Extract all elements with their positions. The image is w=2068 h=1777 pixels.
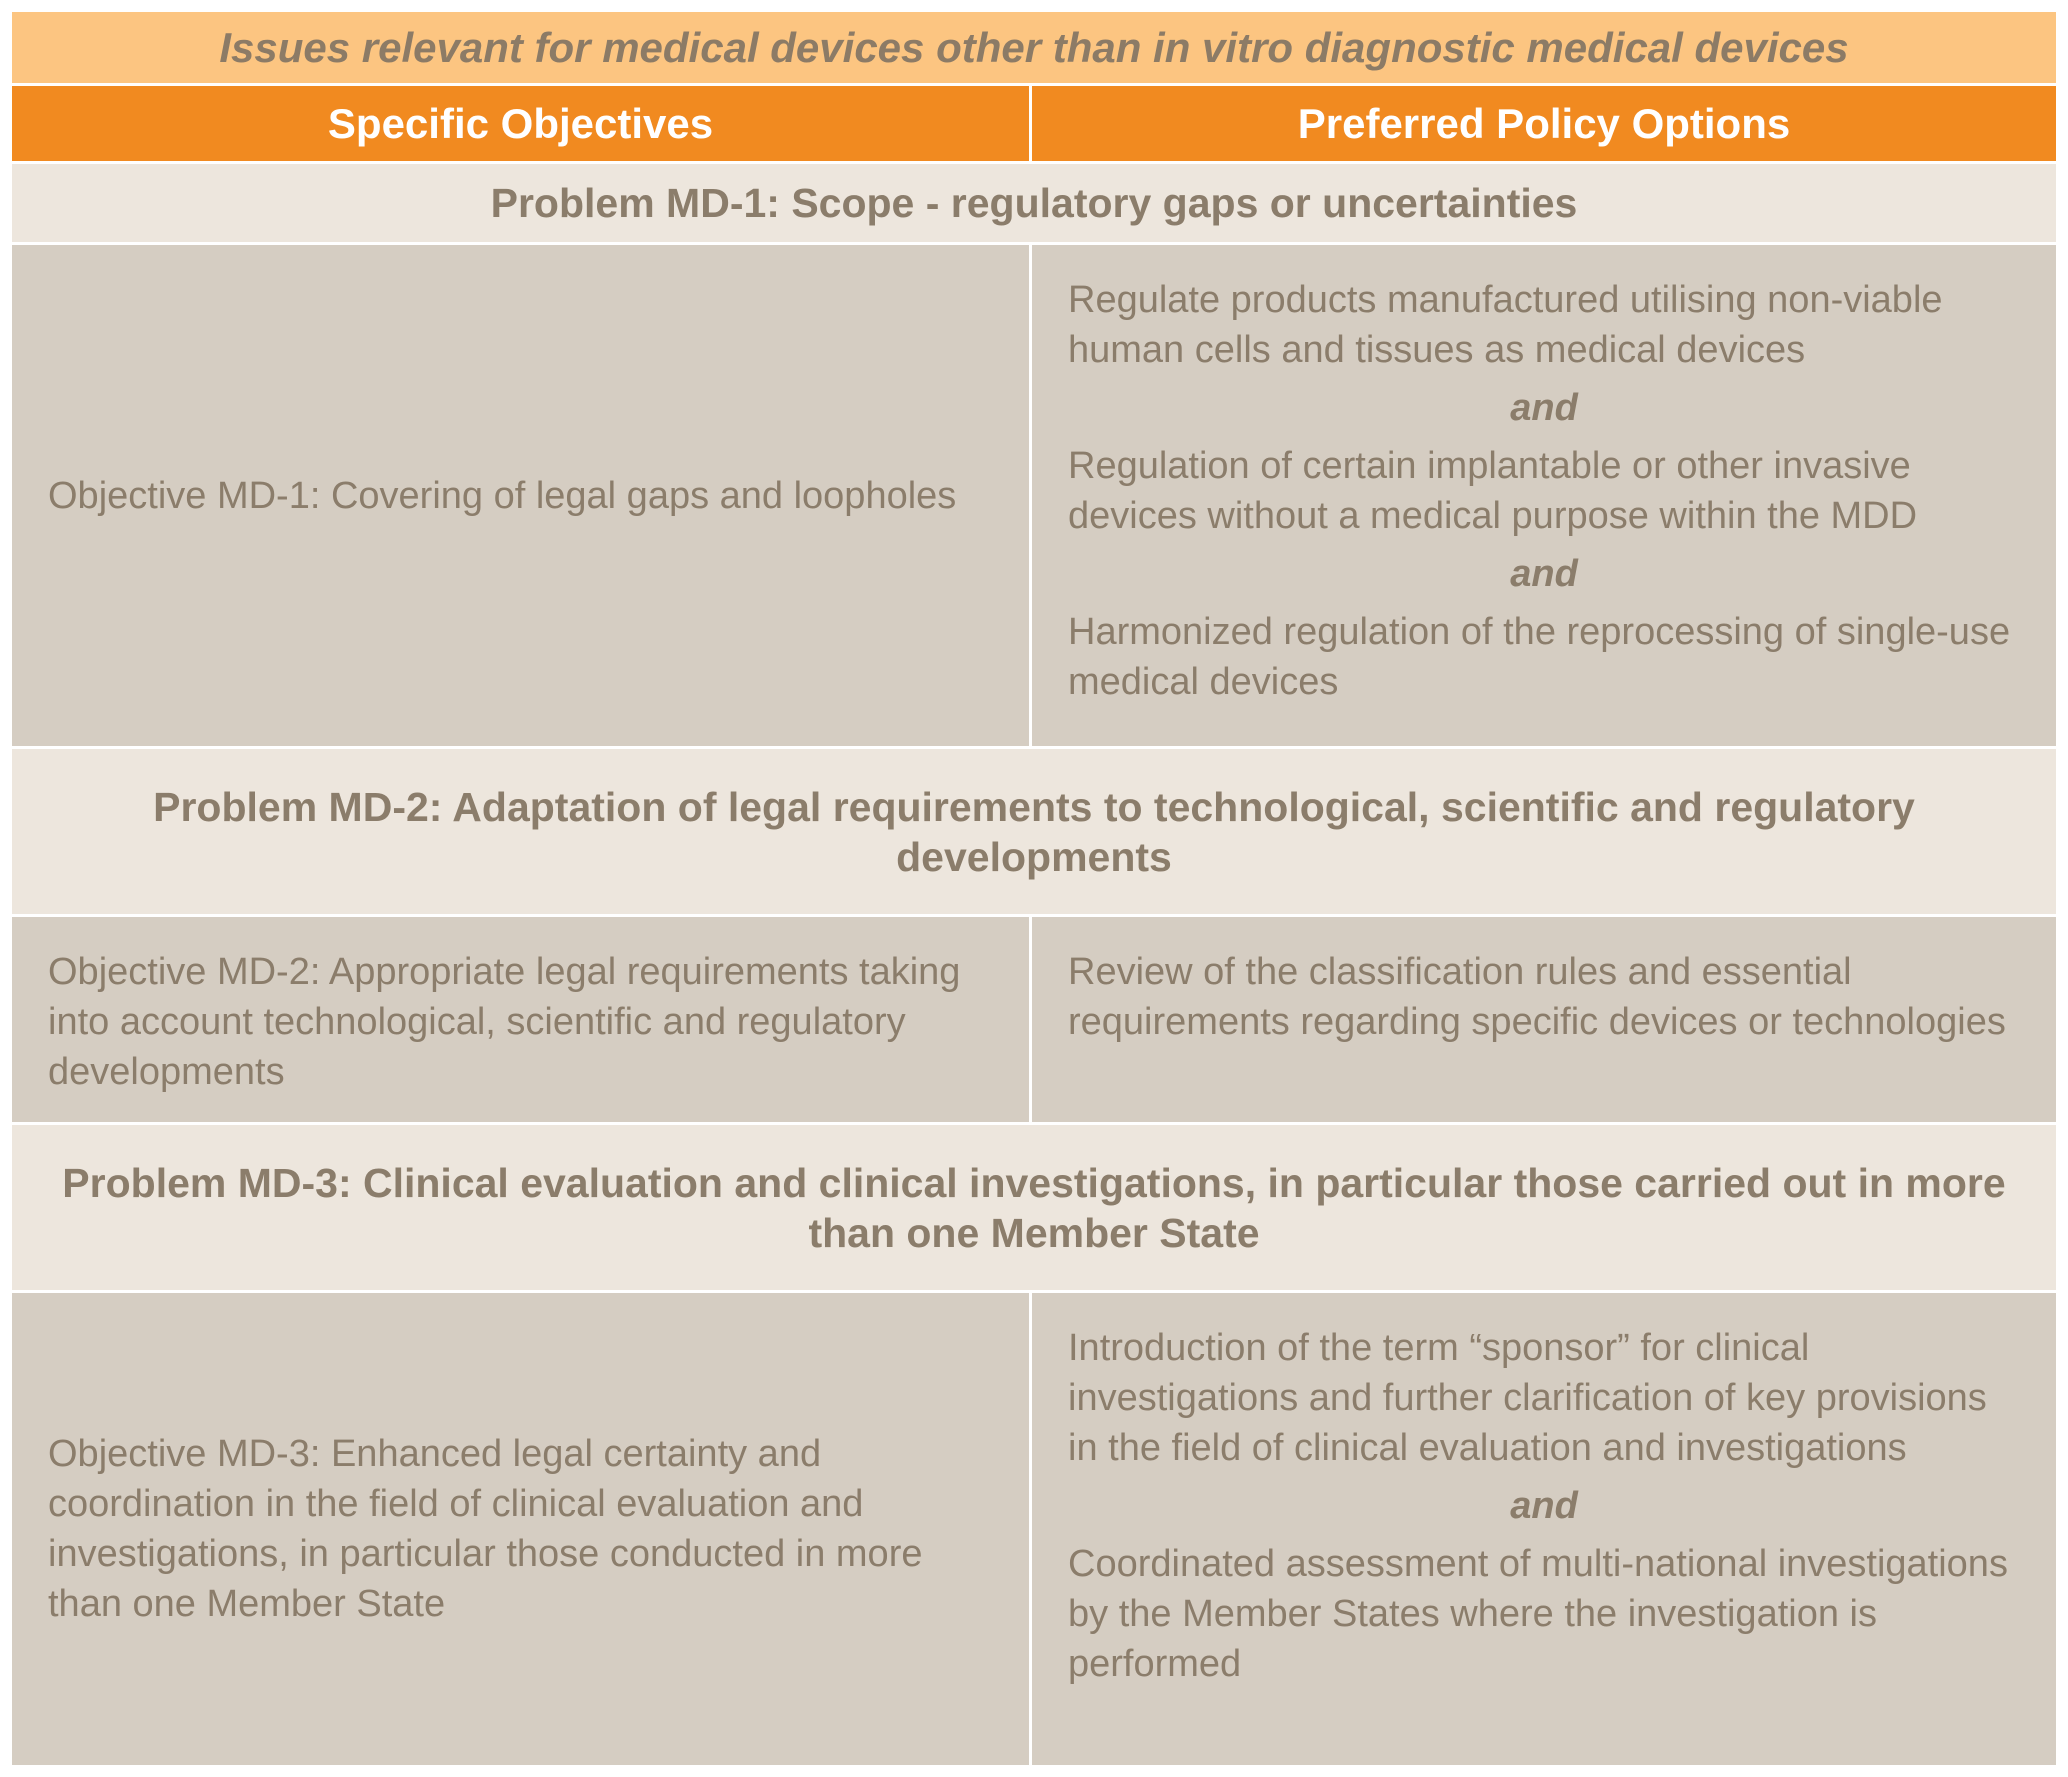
problem-heading: Problem MD-1: Scope - regulatory gaps or… [490, 180, 1578, 226]
objective-cell: Objective MD-1: Covering of legal gaps a… [12, 245, 1032, 746]
options-cell: Review of the classification rules and e… [1032, 917, 2056, 1122]
problem-content-row: Objective MD-3: Enhanced legal certainty… [12, 1293, 2056, 1765]
policy-option-text: Regulate products manufactured utilising… [1068, 279, 1943, 371]
problem-content-row: Objective MD-1: Covering of legal gaps a… [12, 245, 2056, 749]
table-header-row: Specific Objectives Preferred Policy Opt… [12, 86, 2056, 164]
policy-option-text: Regulation of certain implantable or oth… [1068, 445, 1918, 537]
objective-text: Objective MD-3: Enhanced legal certainty… [48, 1433, 923, 1625]
policy-option-text: Coordinated assessment of multi-national… [1068, 1543, 2008, 1685]
objective-text: Objective MD-1: Covering of legal gaps a… [48, 474, 957, 517]
problem-heading-row: Problem MD-2: Adaptation of legal requir… [12, 749, 2056, 917]
objective-cell: Objective MD-2: Appropriate legal requir… [12, 917, 1032, 1122]
table-title-row: Issues relevant for medical devices othe… [12, 12, 2056, 86]
objective-text: Objective MD-2: Appropriate legal requir… [48, 951, 961, 1093]
and-connector: and [1510, 387, 1578, 429]
problem-heading-row: Problem MD-1: Scope - regulatory gaps or… [12, 164, 2056, 245]
policy-option-text: Harmonized regulation of the reprocessin… [1068, 611, 2011, 703]
and-connector: and [1510, 553, 1578, 595]
options-cell: Regulate products manufactured utilising… [1032, 245, 2056, 746]
objective-cell: Objective MD-3: Enhanced legal certainty… [12, 1293, 1032, 1765]
header-specific-objectives: Specific Objectives [12, 86, 1032, 161]
table-title: Issues relevant for medical devices othe… [219, 23, 1849, 71]
options-cell: Introduction of the term “sponsor” for c… [1032, 1293, 2056, 1765]
policy-table: Issues relevant for medical devices othe… [12, 12, 2056, 1765]
problem-content-row: Objective MD-2: Appropriate legal requir… [12, 917, 2056, 1125]
policy-option-text: Introduction of the term “sponsor” for c… [1068, 1327, 1987, 1469]
header-preferred-policy-options: Preferred Policy Options [1297, 99, 1791, 147]
problem-heading: Problem MD-3: Clinical evaluation and cl… [62, 1159, 2006, 1256]
problem-heading: Problem MD-2: Adaptation of legal requir… [153, 783, 1915, 880]
problem-heading-row: Problem MD-3: Clinical evaluation and cl… [12, 1125, 2056, 1293]
and-connector: and [1510, 1485, 1578, 1527]
policy-option-text: Review of the classification rules and e… [1068, 951, 2006, 1043]
